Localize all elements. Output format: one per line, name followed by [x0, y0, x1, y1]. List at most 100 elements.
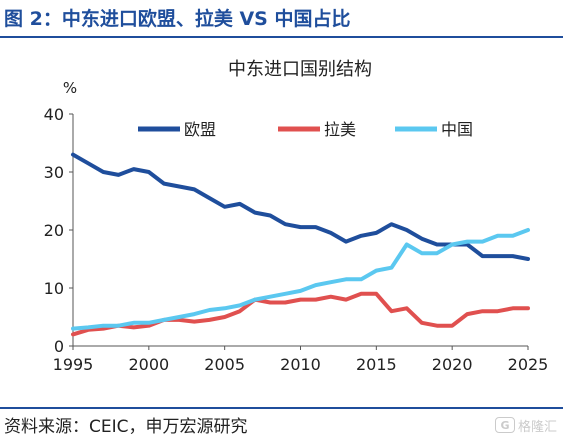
data-point — [512, 255, 514, 257]
data-point — [375, 293, 378, 295]
data-point — [72, 327, 74, 330]
data-point — [299, 226, 302, 228]
data-point — [132, 326, 135, 329]
data-point — [269, 301, 272, 304]
data-point — [72, 153, 74, 156]
series-line-3 — [71, 228, 530, 331]
data-point — [208, 319, 211, 321]
data-point — [375, 269, 378, 272]
data-point — [102, 171, 105, 173]
data-point — [360, 278, 363, 281]
data-point — [132, 322, 135, 324]
y-axis-unit-label: % — [63, 79, 77, 97]
line-chart: 中东进口国别结构% 0 10 20 30 40 1995 2000 2005 2010 2015 20… — [44, 59, 549, 374]
x-tick-label: 2005 — [204, 355, 245, 374]
data-point — [345, 278, 347, 281]
data-point — [345, 240, 347, 243]
data-point — [148, 324, 150, 327]
data-point — [102, 324, 105, 327]
data-point — [269, 214, 272, 217]
legend-label: 拉美 — [324, 120, 356, 139]
data-point — [330, 232, 332, 234]
data-point — [239, 304, 241, 307]
x-tick-label: 2015 — [356, 355, 397, 374]
data-point — [314, 298, 317, 301]
data-point — [132, 168, 135, 170]
legend-label: 欧盟 — [184, 120, 216, 139]
data-point — [360, 235, 363, 237]
data-point — [117, 174, 120, 176]
data-point — [436, 324, 438, 327]
data-point — [496, 235, 499, 237]
x-tick-label: 2010 — [280, 355, 321, 374]
watermark: G 格隆汇 — [494, 414, 557, 436]
data-point — [193, 188, 196, 191]
footer-divider — [0, 407, 563, 409]
chart-title: 中东进口国别结构 — [228, 59, 372, 80]
data-point — [239, 310, 241, 313]
figure-header: 图 2：中东进口欧盟、拉美 VS 中国占比 — [0, 0, 563, 38]
data-point — [436, 243, 438, 246]
data-point — [466, 243, 469, 246]
x-tick-label: 2020 — [432, 355, 473, 374]
data-point — [481, 255, 484, 257]
data-point — [451, 243, 454, 246]
data-point — [405, 229, 408, 231]
gelonghui-logo-icon: G — [494, 417, 515, 433]
data-point — [436, 252, 438, 254]
data-point — [72, 333, 74, 336]
x-tick-label: 2000 — [128, 355, 169, 374]
data-point — [163, 182, 165, 185]
y-tick-label: 0 — [54, 337, 64, 356]
data-point — [87, 326, 89, 329]
data-point — [330, 281, 332, 283]
data-point — [451, 324, 454, 327]
data-point — [178, 319, 180, 321]
data-point — [421, 237, 423, 240]
y-tick-label: 30 — [44, 163, 64, 182]
data-point — [345, 298, 347, 301]
data-point — [466, 240, 469, 243]
source-note: 资料来源：CEIC，申万宏源研究 — [4, 417, 248, 437]
x-tick-label: 2025 — [508, 355, 549, 374]
data-point — [269, 295, 272, 298]
data-point — [421, 252, 423, 254]
data-point — [481, 240, 484, 243]
data-point — [481, 310, 484, 313]
data-point — [527, 307, 529, 310]
data-point — [254, 298, 256, 301]
data-point — [178, 316, 180, 318]
legend-label: 中国 — [441, 120, 473, 139]
data-point — [239, 203, 241, 205]
data-point — [148, 171, 150, 173]
figure-title: 图 2：中东进口欧盟、拉美 VS 中国占比 — [4, 8, 351, 30]
data-point — [193, 320, 196, 323]
data-point — [299, 298, 302, 301]
data-point — [208, 197, 211, 199]
data-point — [512, 235, 514, 237]
data-point — [314, 284, 317, 286]
data-point — [178, 185, 180, 188]
data-point — [284, 301, 287, 304]
data-point — [375, 232, 378, 234]
data-point — [496, 310, 499, 313]
data-point — [512, 307, 514, 310]
data-point — [390, 310, 393, 313]
data-point — [87, 162, 89, 165]
data-point — [223, 316, 226, 318]
data-point — [223, 307, 226, 310]
data-point — [405, 243, 408, 246]
data-point — [102, 327, 105, 330]
data-point — [527, 258, 529, 260]
data-point — [117, 324, 120, 327]
data-point — [193, 313, 196, 315]
data-point — [405, 307, 408, 310]
x-tick-label: 1995 — [53, 355, 94, 374]
data-point — [390, 223, 393, 225]
y-tick-label: 10 — [44, 279, 64, 298]
data-point — [527, 229, 529, 231]
data-point — [284, 223, 287, 225]
data-point — [254, 211, 256, 214]
data-point — [163, 319, 165, 321]
y-tick-label: 40 — [44, 105, 64, 124]
